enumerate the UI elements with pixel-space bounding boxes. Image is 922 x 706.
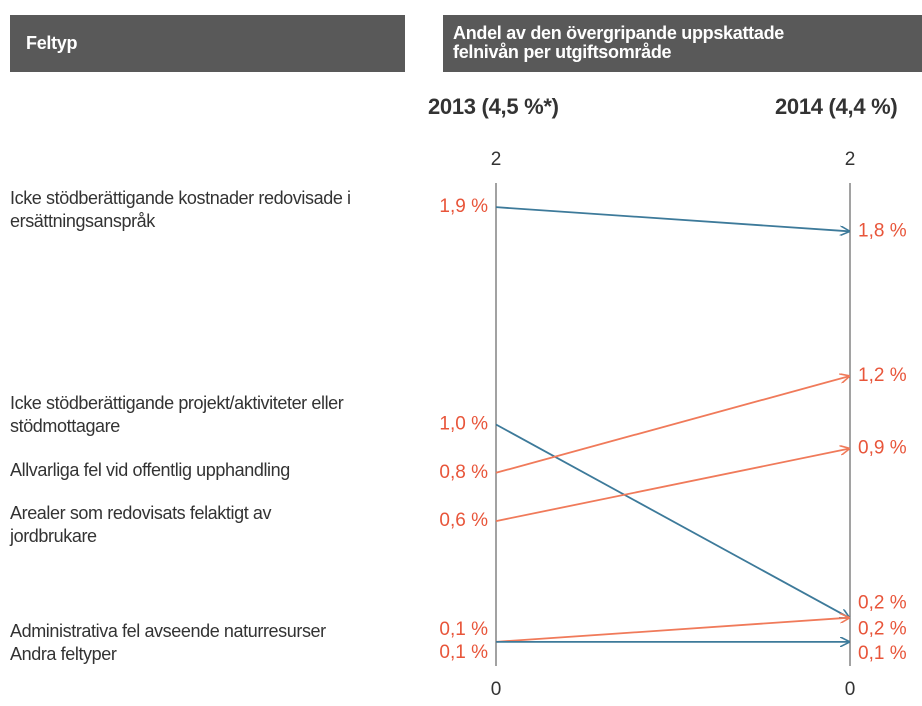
value-label: 0,6 % [439, 510, 488, 531]
value-label: 0,1 % [439, 642, 488, 663]
category-label: Icke stödberättigande projekt/aktivitete… [10, 393, 344, 436]
value-label: 1,2 % [858, 365, 907, 386]
header-right: Andel av den övergripande uppskattade fe… [443, 15, 922, 72]
value-label: 0,2 % [858, 593, 907, 614]
value-label: 0,2 % [858, 619, 907, 640]
slope-line [495, 618, 849, 643]
value-label: 0,1 % [858, 643, 907, 664]
slope-line [495, 423, 849, 618]
value-label: 1,8 % [858, 220, 907, 241]
column-title: 2014 (4,4 %) [775, 94, 898, 119]
tick-label: 0 [845, 679, 856, 700]
tick-label: 0 [491, 679, 502, 700]
header-left: Feltyp [10, 15, 405, 72]
value-label: 1,9 % [439, 196, 488, 217]
tick-label: 2 [845, 149, 856, 170]
value-label: 1,0 % [439, 414, 488, 435]
header-left-text: Feltyp [26, 33, 78, 53]
slope-line [495, 376, 849, 474]
slope-line [495, 206, 849, 231]
category-label: Arealer som redovisats felaktigt av jord… [10, 503, 272, 546]
category-label: Allvarliga fel vid offentlig upphandling [10, 460, 290, 480]
value-label: 0,8 % [439, 462, 488, 483]
value-label: 0,9 % [858, 438, 907, 459]
category-label: Andra feltyper [10, 644, 117, 664]
header-right-text: Andel av den övergripande uppskattade fe… [453, 23, 784, 62]
value-label: 0,1 % [439, 619, 488, 640]
category-label: Icke stödberättigande kostnader redovisa… [10, 188, 351, 231]
tick-label: 2 [491, 149, 502, 170]
slope-line [495, 449, 849, 522]
category-label: Administrativa fel avseende naturresurse… [10, 621, 326, 641]
column-title: 2013 (4,5 %*) [428, 94, 559, 119]
